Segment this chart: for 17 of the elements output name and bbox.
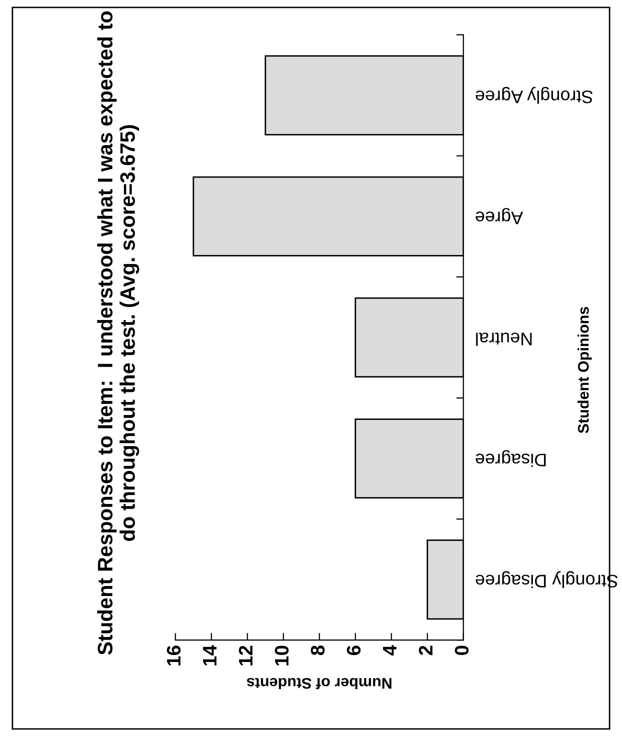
x-tick-label: 16 xyxy=(166,646,181,666)
x-tick-label: 10 xyxy=(274,646,289,666)
y-axis-title: Student Opinions xyxy=(578,306,592,434)
x-tick-label: 0 xyxy=(454,646,469,656)
x-tick-label: 8 xyxy=(310,646,325,656)
x-tick-label: 4 xyxy=(383,645,396,656)
x-tick-label: 6 xyxy=(346,646,361,656)
x-tick-label: 14 xyxy=(203,645,216,666)
y-tick-label: Strongly Disagree xyxy=(476,571,618,588)
x-tick-label: 12 xyxy=(238,646,252,666)
x-axis-title: Number of Students xyxy=(247,678,392,690)
y-tick-label: Neutral xyxy=(476,332,532,346)
y-tick-label: Strongly Agree xyxy=(476,86,593,104)
text: Student Responses to Item: I understood what I was expected to do throughout the test. (Avg. score=3.675) xyxy=(97,11,140,655)
y-tick-label: Disagree xyxy=(476,450,546,467)
x-tick-label: 2 xyxy=(418,646,432,656)
y-tick-label: Agree xyxy=(476,208,524,224)
